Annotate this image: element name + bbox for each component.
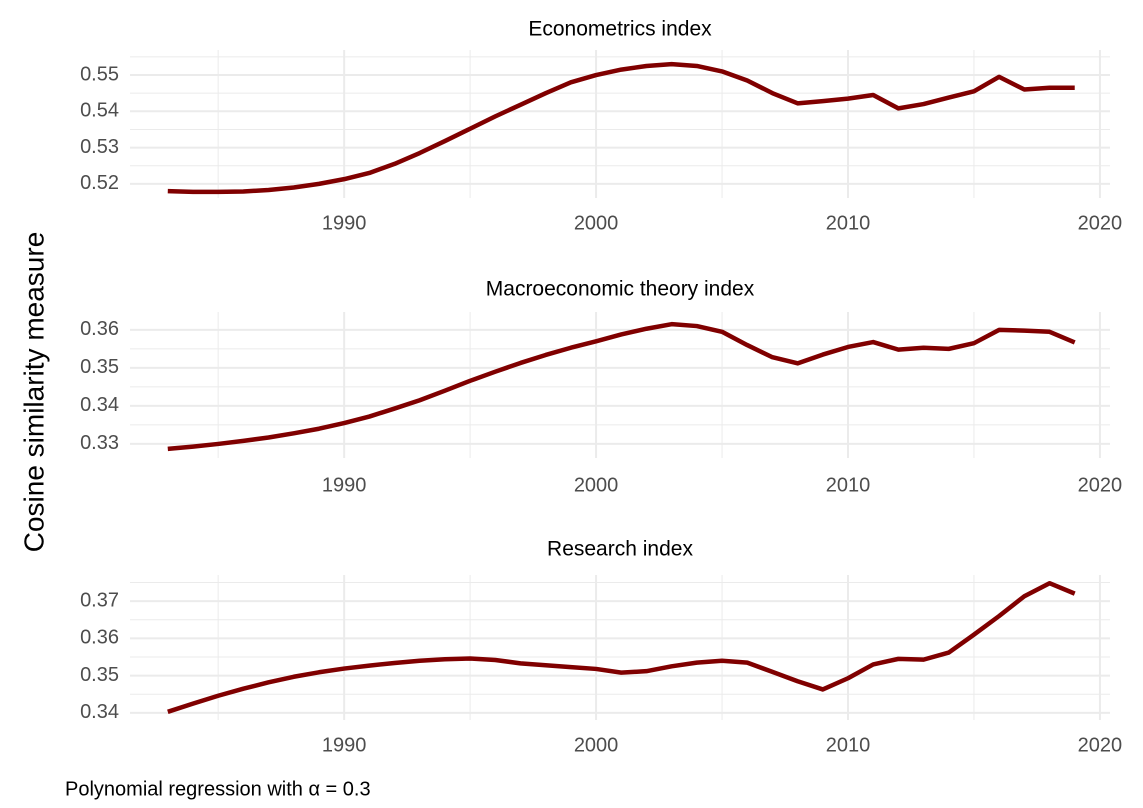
y-tick-label: 0.34 — [80, 701, 119, 723]
y-tick-label: 0.36 — [80, 318, 119, 340]
y-tick-label: 0.35 — [80, 664, 119, 686]
y-tick-label: 0.53 — [80, 136, 119, 158]
line-series — [167, 580, 1076, 714]
x-tick-label: 2000 — [574, 734, 619, 756]
panel-title: Macroeconomic theory index — [486, 278, 755, 301]
x-tick-label: 1990 — [322, 734, 367, 756]
x-tick-label: 2000 — [574, 474, 619, 496]
x-tick-label: 1990 — [322, 474, 367, 496]
y-tick-label: 0.33 — [80, 432, 119, 454]
y-axis-label: Cosine similarity measure — [18, 232, 49, 553]
y-tick-label: 0.54 — [80, 100, 119, 122]
y-tick-label: 0.52 — [80, 172, 119, 194]
panel-title: Econometrics index — [528, 18, 712, 41]
y-tick-label: 0.37 — [80, 589, 119, 611]
x-tick-label: 2020 — [1078, 474, 1123, 496]
y-tick-label: 0.36 — [80, 627, 119, 649]
panel-title: Research index — [547, 538, 693, 561]
y-tick-label: 0.35 — [80, 356, 119, 378]
line-series — [167, 61, 1075, 195]
line-series — [167, 321, 1076, 452]
x-tick-label: 2010 — [826, 734, 871, 756]
y-tick-label: 0.34 — [80, 394, 119, 416]
x-tick-label: 2020 — [1078, 212, 1123, 234]
x-tick-label: 2000 — [574, 212, 619, 234]
x-tick-label: 2010 — [826, 474, 871, 496]
x-tick-label: 1990 — [322, 212, 367, 234]
x-tick-label: 2020 — [1078, 734, 1123, 756]
y-tick-label: 0.55 — [80, 63, 119, 85]
x-tick-label: 2010 — [826, 212, 871, 234]
caption: Polynomial regression with α = 0.3 — [65, 778, 371, 800]
